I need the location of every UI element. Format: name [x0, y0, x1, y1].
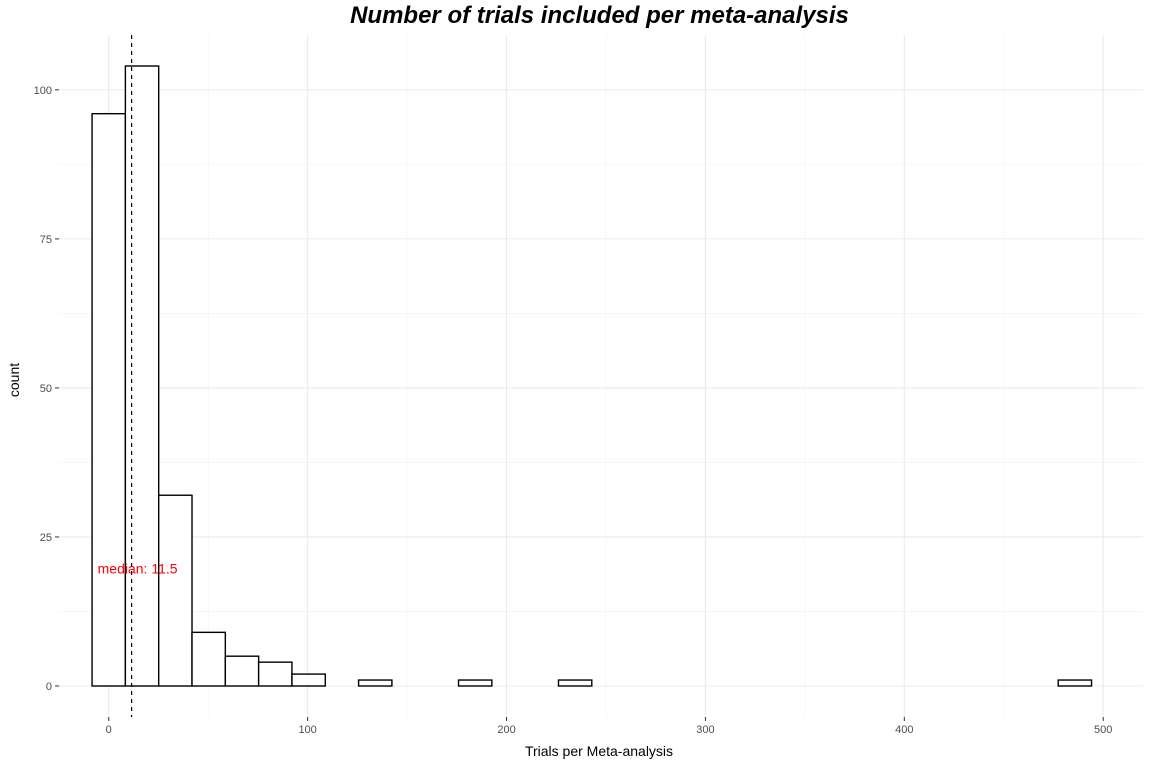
histogram-bar — [257, 661, 293, 687]
y-tick-label: 25 — [40, 532, 52, 544]
x-tick-label: 200 — [497, 724, 515, 736]
histogram-bar — [191, 631, 227, 687]
x-tick-label: 500 — [1094, 724, 1112, 736]
histogram-bar — [291, 673, 326, 687]
chart-title: Number of trials included per meta-analy… — [350, 2, 849, 29]
histogram-bar — [1057, 679, 1093, 687]
x-tick-label: 0 — [106, 724, 112, 736]
x-axis-label: Trials per Meta-analysis — [524, 743, 674, 759]
median-label: median: 11.5 — [98, 560, 178, 576]
x-tick-label: 400 — [895, 724, 913, 736]
y-tick-label: 75 — [40, 234, 52, 246]
histogram-bar — [457, 679, 493, 687]
major-gridlines — [59, 35, 1143, 717]
histogram-bars — [91, 65, 1093, 687]
y-tick-label: 50 — [40, 383, 52, 395]
histogram-bar — [91, 112, 127, 687]
x-tick-label: 100 — [298, 724, 316, 736]
histogram-bar — [157, 494, 193, 687]
histogram-bar — [124, 65, 160, 687]
minor-gridlines — [59, 35, 1143, 717]
median-marker: median: 11.5 — [98, 35, 178, 717]
y-tick-label: 0 — [46, 681, 52, 693]
x-tick-label: 300 — [696, 724, 714, 736]
y-tick-label: 100 — [34, 85, 52, 97]
histogram-bar — [557, 679, 593, 687]
histogram-bar — [357, 679, 393, 687]
y-axis-ticks: 0 25 50 75 100 — [34, 85, 59, 693]
x-axis-ticks: 0 100 200 300 400 500 — [106, 717, 1112, 736]
histogram-bar — [224, 655, 260, 687]
